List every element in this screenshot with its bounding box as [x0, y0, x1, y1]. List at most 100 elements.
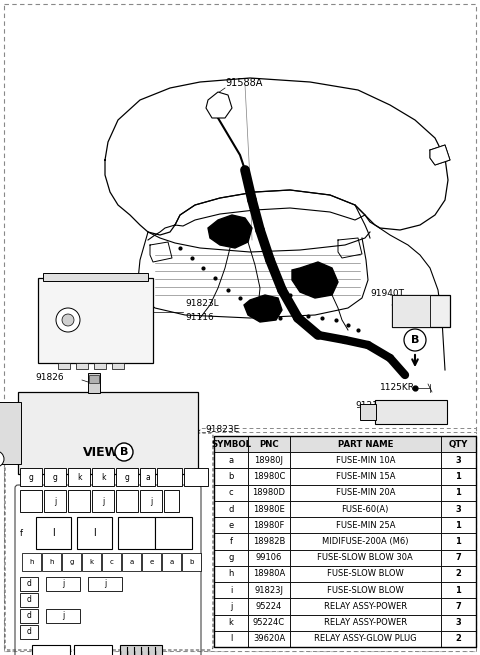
Text: FUSE-MIN 10A: FUSE-MIN 10A	[336, 456, 395, 465]
Bar	[248, 533, 290, 550]
Bar	[142, 553, 161, 571]
Bar	[248, 598, 290, 614]
Bar	[18, 392, 198, 474]
Text: 18980D: 18980D	[252, 489, 286, 497]
Text: FUSE-MIN 15A: FUSE-MIN 15A	[336, 472, 395, 481]
Text: 2: 2	[456, 569, 461, 578]
Text: 3: 3	[456, 504, 461, 514]
Bar	[20, 593, 38, 607]
FancyBboxPatch shape	[4, 432, 476, 651]
Text: 1: 1	[456, 521, 461, 530]
Bar	[214, 436, 476, 647]
Bar	[68, 490, 90, 512]
Bar	[214, 517, 248, 533]
Bar	[248, 566, 290, 582]
Bar	[441, 533, 476, 550]
Bar	[441, 436, 476, 452]
Bar	[22, 553, 41, 571]
Bar	[290, 517, 441, 533]
Bar	[76, 363, 88, 369]
Text: 18980J: 18980J	[254, 456, 284, 465]
Text: b: b	[189, 559, 194, 565]
Text: PNC: PNC	[259, 440, 279, 449]
Text: 91116: 91116	[185, 313, 214, 322]
Text: 18980E: 18980E	[253, 504, 285, 514]
Text: d: d	[26, 580, 31, 588]
Text: e: e	[228, 521, 234, 530]
Text: j: j	[54, 496, 56, 506]
Text: 95224C: 95224C	[253, 618, 285, 627]
Text: c: c	[109, 559, 113, 565]
Text: FUSE-SLOW BLOW 30A: FUSE-SLOW BLOW 30A	[317, 553, 413, 562]
Bar	[122, 553, 141, 571]
Bar	[44, 490, 66, 512]
Bar	[20, 625, 38, 639]
Text: a: a	[169, 559, 174, 565]
Bar	[120, 645, 162, 655]
Bar	[89, 375, 99, 383]
Bar	[118, 517, 155, 549]
Polygon shape	[206, 92, 232, 118]
Text: 91588A: 91588A	[225, 78, 263, 88]
Text: g: g	[125, 472, 130, 481]
Bar	[214, 485, 248, 501]
Text: 91826: 91826	[35, 373, 64, 383]
Text: c: c	[228, 489, 233, 497]
Text: b: b	[228, 472, 234, 481]
Bar	[42, 553, 61, 571]
Text: i: i	[230, 586, 232, 595]
Text: 91823J: 91823J	[254, 586, 284, 595]
Bar	[248, 452, 290, 468]
Text: 91823E: 91823E	[205, 426, 239, 434]
Bar	[43, 273, 148, 281]
Text: j: j	[62, 612, 64, 620]
Bar	[290, 533, 441, 550]
Text: B: B	[120, 447, 128, 457]
Text: 91213E: 91213E	[355, 402, 389, 411]
Text: B: B	[411, 335, 419, 345]
Text: f: f	[20, 529, 23, 538]
Bar	[248, 468, 290, 485]
Bar	[441, 452, 476, 468]
Bar	[155, 517, 192, 549]
Bar	[441, 550, 476, 566]
Bar	[214, 533, 248, 550]
Bar	[214, 631, 248, 647]
Bar	[140, 490, 162, 512]
Bar	[248, 614, 290, 631]
Text: g: g	[69, 559, 74, 565]
Bar	[290, 582, 441, 598]
Bar	[214, 582, 248, 598]
Bar	[182, 553, 201, 571]
Text: l: l	[52, 528, 55, 538]
Bar	[32, 645, 70, 655]
Text: RELAY ASSY-GLOW PLUG: RELAY ASSY-GLOW PLUG	[314, 635, 417, 643]
Bar	[214, 436, 248, 452]
Circle shape	[115, 443, 133, 461]
Bar	[248, 582, 290, 598]
Bar	[248, 517, 290, 533]
Bar	[214, 614, 248, 631]
Text: MIDIFUSE-200A (M6): MIDIFUSE-200A (M6)	[322, 537, 408, 546]
Text: d: d	[228, 504, 234, 514]
Text: 1: 1	[456, 586, 461, 595]
Bar	[20, 609, 38, 623]
Text: 18980F: 18980F	[253, 521, 285, 530]
Bar	[214, 550, 248, 566]
Text: 91823L: 91823L	[185, 299, 218, 308]
Text: h: h	[29, 559, 34, 565]
Bar	[164, 490, 180, 512]
Bar	[441, 485, 476, 501]
Bar	[116, 490, 138, 512]
Text: d: d	[26, 612, 31, 620]
Text: SYMBOL: SYMBOL	[211, 440, 251, 449]
Bar	[88, 577, 122, 591]
Bar	[441, 566, 476, 582]
Bar	[20, 468, 42, 486]
Bar	[290, 468, 441, 485]
Bar	[360, 404, 376, 420]
Bar	[92, 490, 114, 512]
Bar	[214, 468, 248, 485]
Text: FUSE-SLOW BLOW: FUSE-SLOW BLOW	[327, 569, 404, 578]
Bar	[441, 517, 476, 533]
